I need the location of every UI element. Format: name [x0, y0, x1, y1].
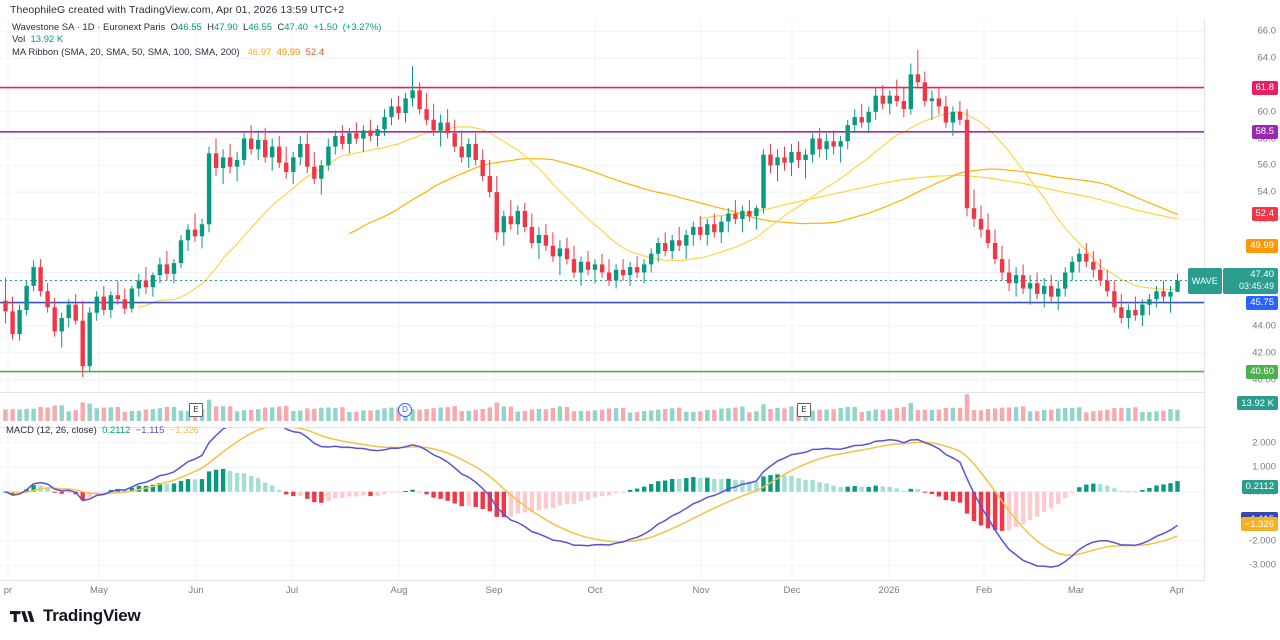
symbol-name[interactable]: Wavestone SA: [12, 22, 74, 33]
ma50-badge[interactable]: 49.99: [1246, 238, 1278, 253]
high-label: H: [207, 22, 214, 33]
time-axis-tick: Nov: [692, 585, 710, 596]
time-axis-tick: Apr: [1169, 585, 1185, 596]
volume-macd-divider: [0, 427, 1205, 428]
macd-chart-pane[interactable]: [0, 428, 1205, 580]
open-label: O: [170, 22, 179, 33]
symbol-legend-row[interactable]: Wavestone SA · 1D · Euronext Paris O46.5…: [12, 22, 382, 33]
macd-signal-value: −1.115: [135, 425, 165, 436]
price-volume-divider: [0, 392, 1205, 393]
low-value: 46.55: [248, 22, 273, 33]
price-axis-tick: 42.00: [1252, 347, 1276, 359]
time-axis-tick: Aug: [390, 585, 408, 596]
macd-svg[interactable]: [0, 428, 1205, 580]
bar-countdown: 03:45:49: [1238, 280, 1274, 291]
low-label: L: [243, 22, 249, 33]
last-price-badge[interactable]: WAVE 47.40 03:45:49: [1187, 267, 1278, 294]
macd-axis-tick: -2.000: [1249, 535, 1276, 547]
macd-axis[interactable]: 2.0001.0000.0000-2.000-3.0000.2112−1.115…: [1205, 428, 1280, 580]
time-axis-tick: Feb: [975, 585, 993, 596]
price-chart-pane[interactable]: [0, 18, 1205, 393]
price-axis-tick: 56.0: [1257, 159, 1277, 171]
time-axis[interactable]: pr May Jun Jul Aug Sep Oct Nov Dec 2026 Feb Mar Apr: [0, 580, 1205, 603]
price-axis-tick: 66.0: [1257, 25, 1277, 37]
time-axis-tick: May: [90, 585, 108, 596]
time-axis-tick: Jul: [285, 585, 299, 596]
change-percent: (+3.27%): [342, 22, 382, 33]
dividend-marker[interactable]: D: [398, 403, 412, 417]
time-axis-tick: Oct: [587, 585, 603, 596]
time-axis-tick: 2026: [878, 585, 900, 596]
change-value: +1.50: [313, 22, 338, 33]
volume-label: Vol: [12, 34, 26, 46]
tradingview-brand-name: TradingView: [43, 606, 141, 625]
time-axis-tick: Sep: [485, 585, 503, 596]
ma-ribbon-legend-row[interactable]: MA Ribbon (SMA, 20, SMA, 50, SMA, 100, S…: [12, 47, 381, 59]
price-axis[interactable]: 66.064.060.058.056.054.052.048.0044.0042…: [1187, 18, 1280, 393]
earnings-marker[interactable]: E: [797, 403, 811, 417]
tradingview-logo-icon: [10, 610, 35, 622]
price-axis-tick: 60.0: [1257, 106, 1277, 118]
time-axis-tick: Mar: [1067, 585, 1085, 596]
ticker-tag: WAVE: [1187, 267, 1222, 294]
price-axis-tick: 54.0: [1257, 186, 1277, 198]
price-candlestick-svg[interactable]: [0, 18, 1205, 393]
macd-label: MACD (12, 26, close): [6, 425, 97, 436]
volume-value: 13.92 K: [30, 34, 64, 46]
volume-chart-pane[interactable]: [0, 393, 1205, 421]
chart-legend: Wavestone SA · 1D · Euronext Paris O46.5…: [12, 22, 381, 59]
close-value: 47.40: [284, 22, 309, 33]
axis-separator: [1204, 18, 1205, 580]
volume-axis[interactable]: 13.92 K: [1205, 393, 1280, 421]
time-axis-tick: Dec: [783, 585, 801, 596]
support-4575-badge[interactable]: 45.75: [1246, 295, 1278, 310]
macd-axis-tick: 1.000: [1252, 461, 1276, 473]
ma100-value: 52.4: [305, 46, 325, 58]
resistance-585-badge[interactable]: 58.5: [1251, 124, 1278, 139]
ma20-value: 46.97: [247, 46, 272, 58]
volume-legend-row[interactable]: Vol 13.92 K: [12, 34, 381, 46]
support-4060-badge[interactable]: 40.60: [1246, 364, 1278, 379]
price-axis-tick: 40.00: [1252, 374, 1276, 386]
ma-ribbon-label: MA Ribbon (SMA, 20, SMA, 50, SMA, 100, S…: [12, 46, 240, 58]
symbol-exchange: Euronext Paris: [103, 22, 166, 33]
macd-legend-row[interactable]: MACD (12, 26, close) 0.2112 −1.115 −1.32…: [6, 425, 199, 437]
macd-hist-badge[interactable]: −1.326: [1240, 517, 1278, 532]
ma50-value: 49.99: [276, 46, 301, 58]
volume-bars-svg[interactable]: [0, 393, 1205, 421]
earnings-marker[interactable]: E: [189, 403, 203, 417]
tradingview-footer[interactable]: TradingView: [10, 606, 141, 626]
macd-value: 0.2112: [102, 425, 131, 436]
time-axis-tick: Jun: [188, 585, 204, 596]
macd-axis-tick: 2.000: [1252, 437, 1276, 449]
last-price-number: 47.40: [1250, 269, 1274, 280]
ma200-badge[interactable]: 52.4: [1251, 206, 1278, 221]
macd-legend[interactable]: MACD (12, 26, close) 0.2112 −1.115 −1.32…: [6, 425, 199, 437]
macd-axis-tick: -3.000: [1249, 559, 1276, 571]
open-value: 46.55: [178, 22, 202, 33]
price-axis-tick: 44.00: [1252, 320, 1276, 332]
volume-axis-badge[interactable]: 13.92 K: [1237, 396, 1278, 410]
price-axis-tick: 64.0: [1257, 52, 1277, 64]
close-label: C: [277, 22, 285, 33]
fib-618-badge[interactable]: 61.8: [1251, 80, 1278, 95]
high-value: 47.90: [213, 22, 238, 33]
time-axis-tick: pr: [3, 585, 13, 596]
macd-value-badge[interactable]: 0.2112: [1241, 479, 1278, 494]
attribution-text: TheophileG created with TradingView.com,…: [10, 4, 345, 16]
symbol-interval[interactable]: 1D: [82, 22, 95, 33]
macd-hist-value: −1.326: [169, 425, 199, 436]
last-price-value: 47.40 03:45:49: [1223, 267, 1278, 294]
